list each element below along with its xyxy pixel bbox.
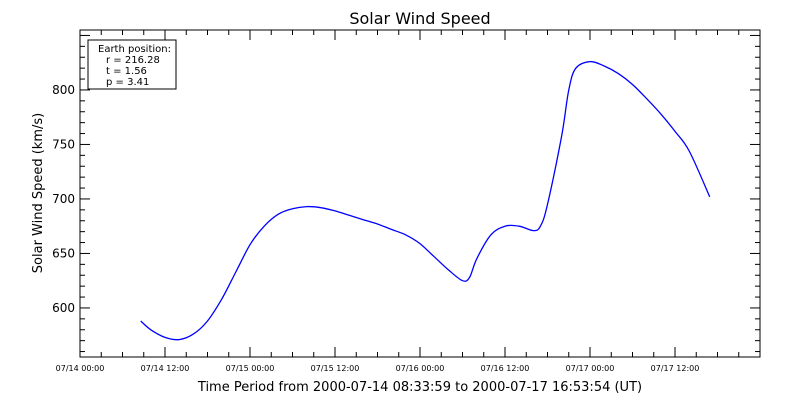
axis-ticks <box>79 30 761 357</box>
y-tick-label: 750 <box>52 137 75 151</box>
info-box-t: t = 1.56 <box>106 66 147 77</box>
x-tick-label: 07/17 00:00 <box>566 364 615 373</box>
y-axis-label: Solar Wind Speed (km/s) <box>31 113 46 273</box>
y-tick-label: 600 <box>52 301 75 315</box>
x-tick-label: 07/16 12:00 <box>481 364 530 373</box>
info-box-r: r = 216.28 <box>106 55 160 66</box>
y-tick-label: 700 <box>52 192 75 206</box>
y-tick-labels: 600 650 700 750 800 <box>52 83 75 315</box>
speed-series-line <box>140 60 711 341</box>
x-tick-label: 07/15 12:00 <box>311 364 360 373</box>
info-box-frame <box>87 39 177 90</box>
x-tick-label: 07/14 00:00 <box>56 364 105 373</box>
info-box-heading: Earth position: <box>98 44 171 55</box>
info-box-p: p = 3.41 <box>106 77 149 88</box>
earth-position-box: Earth position: r = 216.28 t = 1.56 p = … <box>87 39 177 90</box>
plot-frame <box>79 29 761 358</box>
y-tick-label: 650 <box>52 246 75 260</box>
x-axis-label: Time Period from 2000-07-14 08:33:59 to … <box>197 380 642 395</box>
chart-title: Solar Wind Speed <box>349 9 490 28</box>
y-tick-label: 800 <box>52 83 75 97</box>
x-tick-label: 07/16 00:00 <box>396 364 445 373</box>
x-tick-labels: 07/14 00:00 07/14 12:00 07/15 00:00 07/15 1… <box>56 364 700 373</box>
x-tick-label: 07/14 12:00 <box>141 364 190 373</box>
x-tick-label: 07/15 00:00 <box>226 364 275 373</box>
x-tick-label: 07/17 12:00 <box>651 364 700 373</box>
